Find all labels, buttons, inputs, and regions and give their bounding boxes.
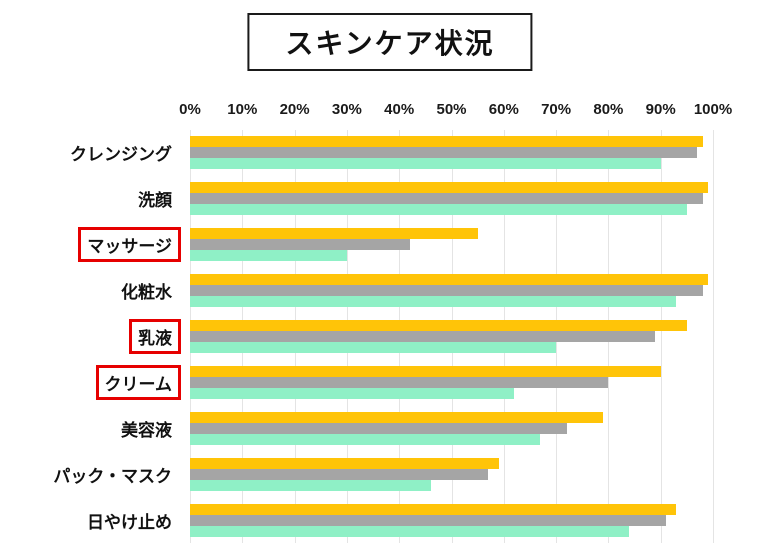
- bar-gray: [190, 193, 703, 205]
- category-label: 美容液: [121, 420, 172, 440]
- bar-gray: [190, 514, 666, 526]
- x-axis-tick: 50%: [436, 101, 467, 118]
- chart-row: 化粧水: [0, 268, 780, 314]
- bar-yellow: [190, 365, 661, 377]
- gridline: [713, 130, 714, 543]
- bars-group: [190, 365, 713, 399]
- bar-yellow: [190, 136, 703, 148]
- bar-mint-green: [190, 158, 661, 170]
- bars-group: [190, 274, 713, 308]
- chart-row: 乳液: [0, 314, 780, 360]
- bars-group: [190, 503, 713, 537]
- category-label: パック・マスク: [53, 466, 172, 486]
- category-label: クレンジング: [70, 145, 172, 165]
- category-label-cell: 化粧水: [0, 273, 190, 308]
- category-label-highlighted: 乳液: [129, 319, 181, 354]
- bar-chart: クレンジング洗顔マッサージ化粧水乳液クリーム美容液パック・マスク日やけ止め: [0, 130, 780, 543]
- category-label-cell: クレンジング: [0, 135, 190, 170]
- bars-group: [190, 228, 713, 262]
- chart-row: マッサージ: [0, 222, 780, 268]
- bars-group: [190, 136, 713, 170]
- category-label-cell: パック・マスク: [0, 457, 190, 492]
- bar-yellow: [190, 457, 499, 469]
- gridline: [660, 130, 662, 543]
- x-axis-tick: 100%: [693, 101, 733, 118]
- x-axis: 0% 10% 20% 30% 40% 50% 60% 70% 80% 90% 100%: [179, 101, 732, 123]
- category-label: 日やけ止め: [87, 512, 172, 532]
- x-axis-tick: 10%: [227, 101, 258, 118]
- bar-gray: [190, 376, 609, 388]
- x-axis-tick: 0%: [179, 101, 201, 118]
- bar-gray: [190, 331, 656, 342]
- bar-yellow: [190, 182, 708, 194]
- category-label-cell: マッサージ: [0, 227, 190, 263]
- x-axis-tick: 40%: [384, 101, 415, 118]
- bar-mint-green: [190, 479, 431, 491]
- bar-mint-green: [190, 250, 347, 262]
- bar-mint-green: [190, 387, 515, 399]
- bar-gray: [190, 468, 489, 480]
- chart-row: 洗顔: [0, 176, 780, 222]
- bar-mint-green: [190, 204, 687, 216]
- bar-gray: [190, 422, 567, 434]
- x-axis-tick: 60%: [488, 101, 519, 118]
- bars-group: [190, 411, 713, 445]
- category-label: 洗顔: [138, 191, 172, 211]
- chart-rows: クレンジング洗顔マッサージ化粧水乳液クリーム美容液パック・マスク日やけ止め: [0, 130, 780, 543]
- x-axis-tick: 70%: [541, 101, 572, 118]
- bar-yellow: [190, 320, 687, 331]
- chart-title: スキンケア状況: [247, 13, 533, 71]
- category-label-highlighted: マッサージ: [78, 227, 181, 263]
- bars-group: [190, 457, 713, 491]
- bar-mint-green: [190, 342, 557, 353]
- category-label: 化粧水: [121, 283, 172, 303]
- bars-group: [190, 182, 713, 216]
- bar-yellow: [190, 274, 708, 286]
- category-label-cell: クリーム: [0, 364, 190, 400]
- chart-row: クリーム: [0, 359, 780, 405]
- x-axis-tick: 80%: [593, 101, 624, 118]
- bar-mint-green: [190, 525, 630, 537]
- bar-gray: [190, 239, 410, 251]
- bars-group: [190, 320, 713, 353]
- chart-row: クレンジング: [0, 130, 780, 176]
- x-axis-tick: 30%: [331, 101, 362, 118]
- category-label-cell: 美容液: [0, 411, 190, 446]
- bar-yellow: [190, 503, 677, 515]
- x-axis-tick: 90%: [645, 101, 676, 118]
- x-axis-tick: 20%: [279, 101, 310, 118]
- bar-mint-green: [190, 433, 541, 445]
- category-label-cell: 洗顔: [0, 181, 190, 216]
- category-label-highlighted: クリーム: [95, 364, 181, 400]
- category-label-cell: 日やけ止め: [0, 503, 190, 538]
- chart-row: パック・マスク: [0, 451, 780, 497]
- bar-gray: [190, 285, 703, 297]
- category-label-cell: 乳液: [0, 319, 190, 354]
- bar-yellow: [190, 228, 478, 240]
- chart-row: 日やけ止め: [0, 497, 780, 543]
- bar-mint-green: [190, 296, 677, 308]
- bar-gray: [190, 147, 698, 159]
- chart-row: 美容液: [0, 405, 780, 451]
- bar-yellow: [190, 411, 604, 423]
